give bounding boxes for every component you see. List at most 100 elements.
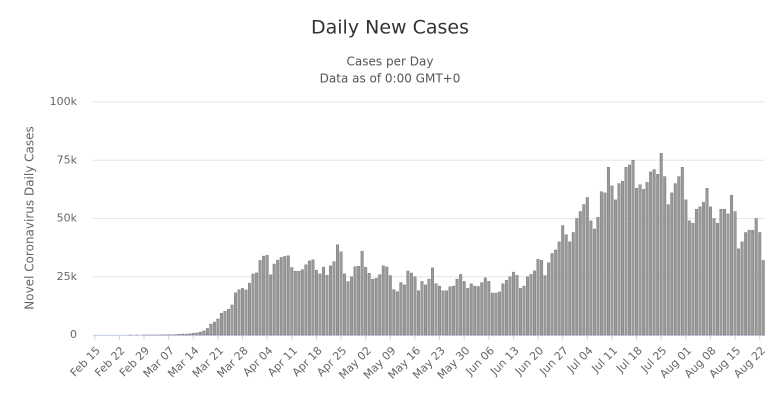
bar	[417, 291, 420, 335]
bar	[217, 319, 220, 335]
bar	[526, 277, 529, 335]
bar	[357, 266, 360, 335]
bar	[491, 293, 494, 335]
bar	[699, 207, 702, 335]
bar	[368, 273, 371, 335]
bar	[568, 242, 571, 335]
bar	[312, 260, 315, 335]
bar	[558, 242, 561, 335]
x-tick-label: Jul 18	[613, 344, 645, 376]
bar	[713, 219, 716, 336]
bar	[241, 288, 244, 335]
y-tick-label: 25k	[57, 270, 78, 283]
bar	[720, 209, 723, 335]
bar	[632, 160, 635, 335]
bar	[741, 242, 744, 335]
bar	[371, 279, 374, 335]
bar	[252, 274, 255, 335]
bar	[590, 221, 593, 335]
bar	[540, 260, 543, 335]
chart-subtitle: Data as of 0:00 GMT+0	[320, 72, 461, 86]
bar	[410, 273, 413, 335]
bar	[445, 291, 448, 335]
bar	[748, 230, 751, 335]
bar	[639, 185, 642, 335]
x-tick-label: Jul 11	[589, 344, 621, 376]
bar	[452, 286, 455, 335]
bar	[734, 212, 737, 335]
bar	[730, 195, 733, 335]
bar	[674, 184, 677, 335]
bar	[530, 274, 533, 335]
bar	[298, 271, 301, 335]
bar	[723, 209, 726, 335]
bar	[473, 286, 476, 335]
bar	[199, 332, 202, 335]
bar	[456, 279, 459, 335]
bar	[572, 232, 575, 335]
bar	[280, 257, 283, 335]
bar	[621, 181, 624, 335]
bar	[463, 281, 466, 335]
bar	[509, 277, 512, 335]
bar	[294, 271, 297, 335]
bar	[561, 225, 564, 335]
bar	[403, 285, 406, 335]
bar	[498, 292, 501, 335]
bar	[758, 232, 761, 335]
bar	[685, 200, 688, 335]
bar	[343, 274, 346, 335]
bar	[248, 283, 251, 335]
bar	[347, 282, 350, 335]
bar	[435, 284, 438, 335]
bar	[203, 331, 206, 335]
bar	[755, 219, 758, 336]
bar	[481, 283, 484, 335]
bar	[181, 334, 184, 335]
bar	[255, 273, 258, 335]
bar	[551, 253, 554, 335]
bar	[695, 209, 698, 335]
bar	[459, 274, 462, 335]
bar	[196, 333, 199, 335]
bar	[269, 275, 272, 335]
bar	[660, 153, 663, 335]
bar	[646, 182, 649, 335]
bar	[547, 263, 550, 335]
bar	[438, 286, 441, 335]
bar	[322, 267, 325, 335]
bar	[354, 267, 357, 335]
bar	[600, 192, 603, 335]
chart-subtitle: Cases per Day	[347, 55, 434, 69]
bar	[283, 256, 286, 335]
bar	[178, 334, 181, 335]
bar	[523, 286, 526, 335]
bar	[751, 230, 754, 335]
bar	[604, 193, 607, 335]
x-tick-label: Jul 04	[564, 344, 596, 376]
bar	[291, 267, 294, 335]
bar	[364, 267, 367, 335]
bar	[287, 256, 290, 335]
bar	[516, 275, 519, 335]
bar	[449, 287, 452, 335]
bar	[744, 232, 747, 335]
bar	[220, 313, 223, 335]
bar	[389, 276, 392, 335]
bar	[579, 212, 582, 335]
bar	[477, 287, 480, 335]
bar	[653, 170, 656, 335]
bar	[273, 264, 276, 335]
bar	[519, 288, 522, 335]
bar	[206, 328, 209, 335]
bar	[678, 177, 681, 335]
bar	[188, 334, 191, 335]
bar	[502, 284, 505, 335]
bar	[702, 202, 705, 335]
bar	[597, 217, 600, 335]
bar	[407, 271, 410, 335]
bar	[262, 256, 265, 335]
bar	[192, 333, 195, 335]
bar	[378, 275, 381, 335]
bar	[210, 324, 213, 335]
